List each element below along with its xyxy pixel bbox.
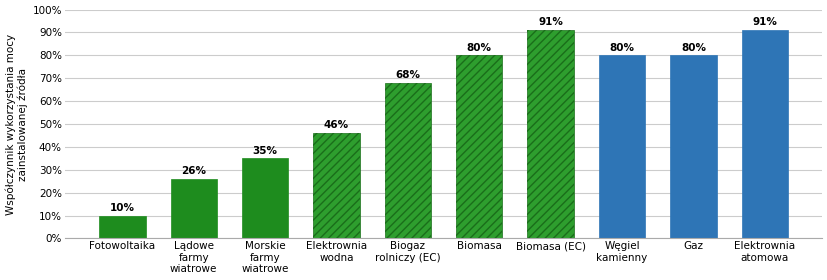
Bar [741,30,787,239]
Text: 80%: 80% [680,43,705,53]
Y-axis label: Współczynnik wykorzystania mocy
zainstalowanej źródła: Współczynnik wykorzystania mocy zainstal… [6,33,28,214]
Bar [170,179,217,239]
Bar [527,30,573,239]
Bar [385,83,431,239]
Bar [385,83,431,239]
Text: 91%: 91% [752,17,777,27]
Bar [456,55,502,239]
Text: 68%: 68% [395,70,420,80]
Bar [527,30,573,239]
Text: 80%: 80% [609,43,633,53]
Text: 26%: 26% [181,166,206,176]
Text: 10%: 10% [110,203,135,213]
Bar [598,55,644,239]
Text: 46%: 46% [323,120,349,130]
Bar [456,55,502,239]
Text: 91%: 91% [538,17,562,27]
Text: 35%: 35% [252,146,277,156]
Bar [313,133,359,239]
Bar [669,55,715,239]
Bar [99,216,146,239]
Bar [313,133,359,239]
Text: 80%: 80% [466,43,491,53]
Bar [241,158,288,239]
